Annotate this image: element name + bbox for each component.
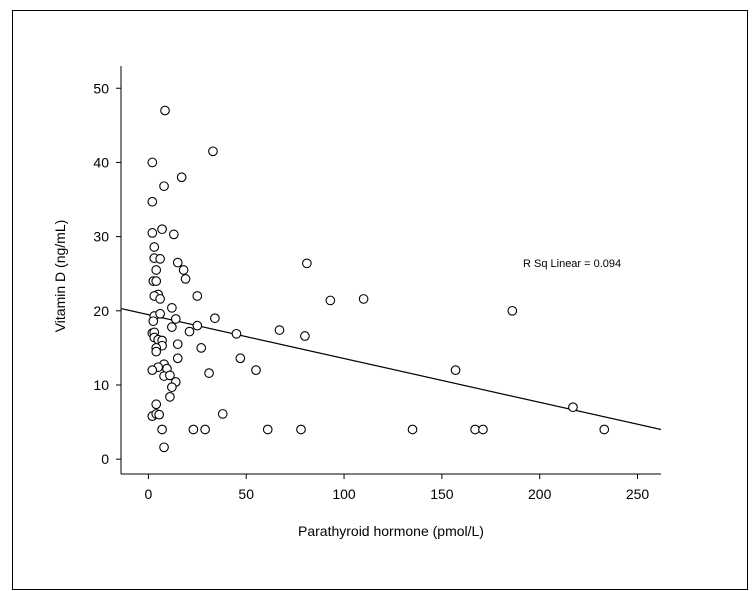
y-tick-label: 30 [93,229,109,245]
data-point [151,399,162,410]
data-point [148,316,159,327]
data-point [262,424,273,435]
data-point [302,258,312,269]
data-point [188,424,199,435]
r-squared-annotation: R Sq Linear = 0.094 [523,258,621,270]
data-point [568,402,578,413]
data-point [176,172,187,183]
data-point [251,365,261,375]
x-tick-label: 100 [332,486,356,502]
data-point [151,265,162,275]
data-point [507,305,518,316]
x-tick-label: 0 [144,486,152,502]
data-point [151,346,162,357]
data-point [147,228,158,238]
data-point [192,320,203,331]
data-points [147,105,610,453]
data-point [178,265,189,275]
y-tick-label: 40 [93,154,109,170]
x-axis-label: Parathyroid hormone (pmol/L) [298,523,484,539]
data-point [300,331,310,341]
data-point [157,424,167,435]
data-point [155,294,165,304]
data-point [155,254,165,264]
data-point [172,257,183,268]
data-point [149,242,160,252]
data-point [168,229,179,240]
y-tick-label: 20 [93,303,109,319]
data-point [192,291,203,301]
data-point [147,157,158,168]
data-point [217,409,228,419]
data-point [172,339,183,350]
data-point [599,424,610,435]
data-point [165,392,175,402]
data-point [184,326,195,337]
data-point [296,424,306,435]
data-point [478,424,488,435]
data-point [147,196,158,207]
data-point [325,295,336,306]
y-axis-ticks: 0 10 20 30 40 50 [93,80,121,467]
data-point [407,424,418,435]
data-point [167,382,177,393]
data-point [180,274,191,284]
x-tick-label: 150 [430,486,454,502]
data-point [210,313,220,324]
data-point [155,308,165,319]
data-point [154,409,165,420]
y-axis-label: Vitamin D (ng/mL) [52,220,68,333]
x-axis-ticks: 0 50 100 150 200 250 [144,474,649,502]
data-point [274,325,285,335]
data-point [196,343,207,353]
data-point [170,314,181,324]
data-point [157,224,167,235]
data-point [151,276,162,286]
data-point [159,181,169,192]
y-tick-label: 10 [93,377,109,393]
data-point [165,370,175,381]
data-point [172,353,183,364]
chart-frame: 0 10 20 30 40 50 0 50 100 150 200 250 R Sq Linear … [12,10,748,590]
data-point [208,146,218,157]
data-point [160,105,170,116]
data-point [450,365,461,375]
data-point [159,442,169,453]
data-point [147,365,158,375]
data-point [231,328,242,339]
data-point [167,322,177,332]
data-point [167,302,177,313]
data-point [358,294,369,304]
axes [120,66,661,475]
data-point [204,368,214,378]
x-tick-label: 200 [528,486,552,502]
scatter-chart: 0 10 20 30 40 50 0 50 100 150 200 250 R Sq Linear … [52,66,662,539]
x-tick-label: 250 [626,486,650,502]
y-tick-label: 0 [101,451,109,467]
data-point [200,424,210,435]
y-tick-label: 50 [93,80,109,96]
data-point [235,353,246,364]
x-tick-label: 50 [238,486,254,502]
